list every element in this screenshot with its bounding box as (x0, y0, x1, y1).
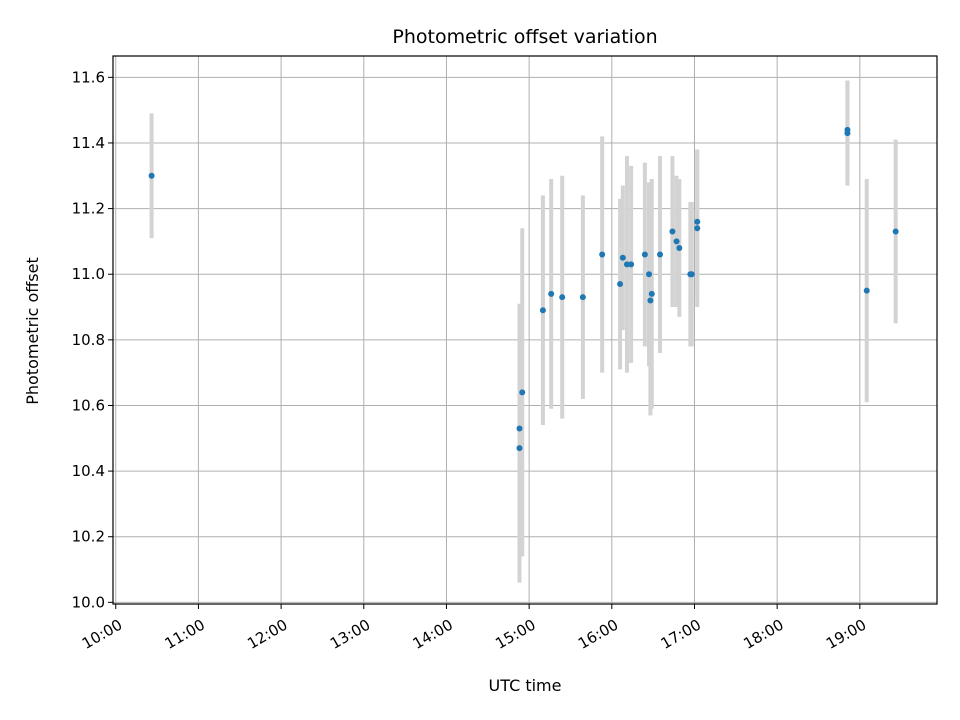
y-tick-label: 10.6 (72, 396, 105, 414)
data-point (559, 294, 566, 301)
y-tick-label: 11.2 (72, 200, 105, 218)
data-point (863, 287, 870, 294)
data-point (539, 307, 546, 314)
x-axis-title: UTC time (489, 676, 562, 695)
y-tick-label: 10.8 (72, 331, 105, 349)
data-point (641, 251, 648, 258)
data-point (646, 271, 653, 278)
data-point (657, 251, 664, 258)
data-point (892, 228, 899, 235)
data-points (148, 126, 899, 452)
data-point (647, 297, 654, 304)
chart-title: Photometric offset variation (392, 26, 657, 48)
y-tick-label: 11.6 (72, 68, 105, 86)
data-point (579, 294, 586, 301)
data-point (673, 238, 680, 245)
data-point (669, 228, 676, 235)
data-point (516, 445, 523, 452)
y-tick-label: 10.2 (72, 528, 105, 546)
data-point (694, 225, 701, 232)
data-point (519, 389, 526, 396)
data-point (688, 271, 695, 278)
data-point (148, 172, 155, 179)
data-point (619, 254, 626, 261)
data-point (516, 425, 523, 432)
data-point (623, 261, 630, 268)
plot-frame (112, 55, 938, 605)
data-point (599, 251, 606, 258)
data-point (548, 290, 555, 297)
data-point (617, 281, 624, 288)
data-point (694, 218, 701, 225)
y-tick-label: 11.4 (72, 134, 105, 152)
data-point (648, 290, 655, 297)
y-tick-label: 11.0 (72, 265, 105, 283)
grid (113, 56, 937, 604)
y-tick-label: 10.4 (72, 462, 105, 480)
data-point (628, 261, 635, 268)
y-axis-title: Photometric offset (23, 257, 42, 405)
data-point (676, 244, 683, 251)
y-tick-label: 10.0 (72, 593, 105, 611)
data-point (844, 126, 851, 133)
